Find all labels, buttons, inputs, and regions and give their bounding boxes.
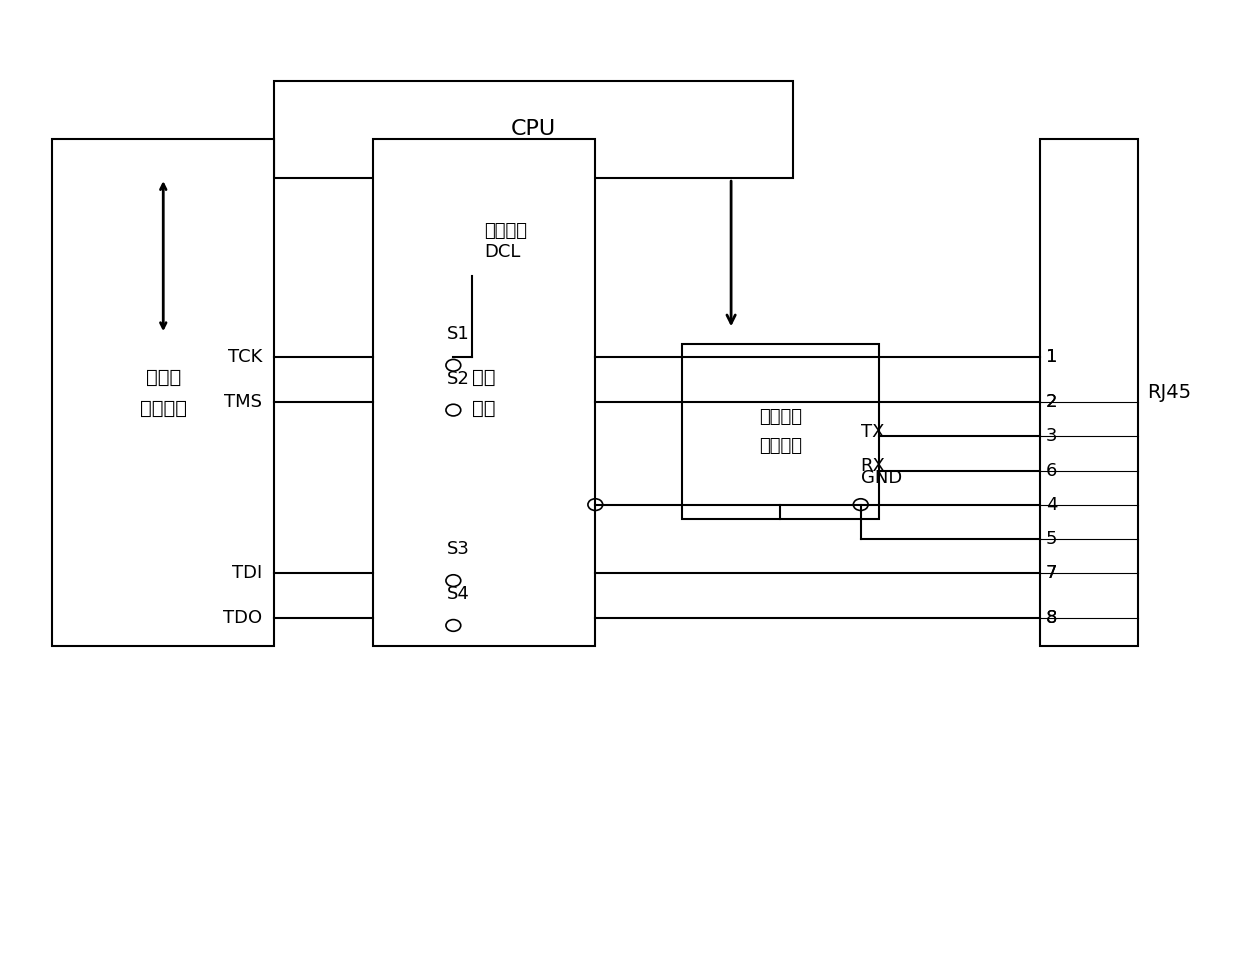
Text: 门控信号
DCL: 门控信号 DCL	[484, 222, 527, 261]
Text: 可编程
逻辑器件: 可编程 逻辑器件	[140, 368, 187, 417]
Text: 4: 4	[1045, 496, 1058, 514]
FancyBboxPatch shape	[682, 344, 879, 519]
Text: 6: 6	[1045, 462, 1058, 479]
Text: S3: S3	[448, 540, 470, 559]
FancyBboxPatch shape	[274, 80, 792, 178]
Text: S2: S2	[448, 369, 470, 388]
Text: 3: 3	[1045, 427, 1058, 445]
Text: 7: 7	[1045, 564, 1058, 582]
Text: 1: 1	[1045, 349, 1058, 367]
Text: 串口电压
转换芯片: 串口电压 转换芯片	[759, 408, 802, 455]
Text: 2: 2	[1045, 393, 1058, 412]
Text: TMS: TMS	[224, 393, 262, 412]
FancyBboxPatch shape	[52, 139, 274, 646]
Text: TX: TX	[861, 422, 884, 441]
Text: S1: S1	[448, 324, 470, 343]
Text: 8: 8	[1045, 609, 1058, 626]
Text: TCK: TCK	[228, 349, 262, 367]
Text: 7: 7	[1045, 564, 1058, 582]
Text: S4: S4	[448, 585, 470, 603]
Text: GND: GND	[861, 469, 901, 487]
FancyBboxPatch shape	[373, 139, 595, 646]
Text: TDO: TDO	[223, 609, 262, 626]
Text: 2: 2	[1045, 393, 1058, 412]
Text: RX: RX	[861, 457, 885, 474]
Text: RJ45: RJ45	[1147, 383, 1192, 402]
Text: 1: 1	[1045, 349, 1058, 367]
FancyBboxPatch shape	[1039, 139, 1138, 646]
Text: 8: 8	[1045, 609, 1058, 626]
Text: TDI: TDI	[232, 564, 262, 582]
Text: CPU: CPU	[511, 120, 557, 139]
Text: 5: 5	[1045, 530, 1058, 548]
Text: 门控
电路: 门控 电路	[472, 368, 496, 417]
